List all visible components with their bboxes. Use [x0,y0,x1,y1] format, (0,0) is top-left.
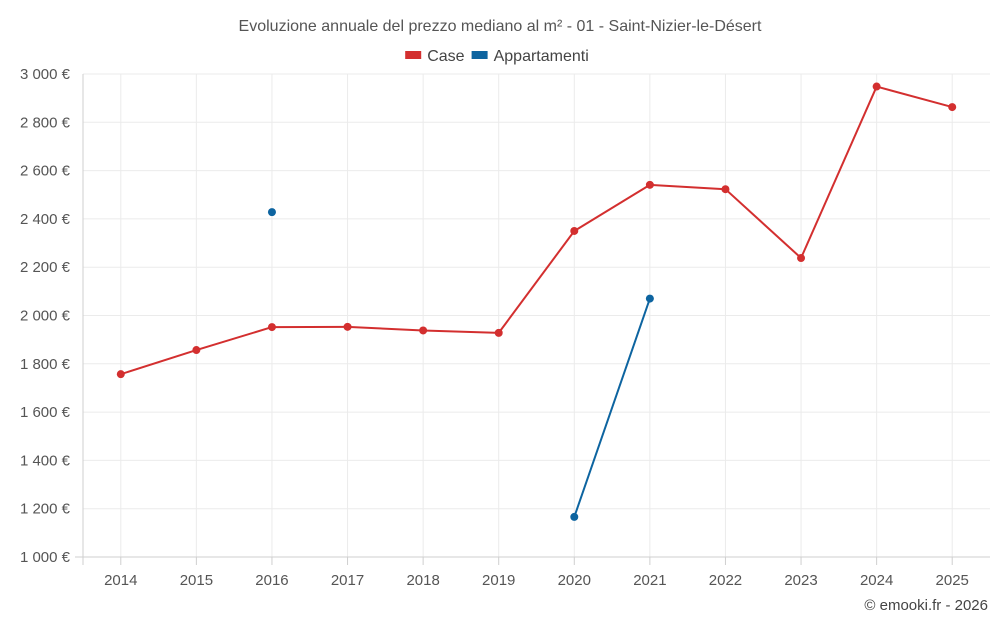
data-point [267,208,276,217]
x-tick-label: 2024 [860,572,893,589]
series-line-segment [800,86,878,259]
data-point [494,328,503,337]
x-tick-label: 2015 [180,572,213,589]
data-point [192,346,201,355]
gridlines [83,73,990,557]
data-point [797,254,806,263]
x-tick-label: 2020 [558,572,591,589]
series-line-segment [423,329,499,334]
data-point [645,180,654,189]
series-line-segment [573,183,651,232]
y-tick-label: 3 000 € [20,66,71,83]
legend-label: Appartamenti [494,48,589,65]
series-line-segment [876,85,953,109]
series-line-segment [120,349,197,376]
x-tick-label: 2017 [331,572,364,589]
x-tick-label: 2021 [633,572,666,589]
data-point [570,512,579,521]
data-point [948,103,957,112]
legend-item-appartamenti: Appartamenti [471,48,589,65]
legend-label: Case [427,48,464,65]
y-tick-label: 1 200 € [20,501,71,518]
y-tick-label: 1 600 € [20,404,71,421]
series-layer [116,82,957,521]
data-point [267,323,276,332]
x-tick-label: 2018 [406,572,439,589]
legend-item-case: Case [405,48,465,65]
data-point [419,326,428,335]
legend-swatch [405,51,422,59]
chart-title: Evoluzione annuale del prezzo mediano al… [239,18,762,35]
series-line-segment [724,188,802,259]
series-line-segment [573,298,651,518]
legend: Case Appartamenti [405,48,589,65]
credit-text: © emooki.fr - 2026 [864,597,988,614]
y-tick-label: 2 800 € [20,114,71,131]
legend-swatch [471,51,488,59]
series-line-segment [347,325,424,332]
series-appartamenti [267,208,654,521]
series-line-segment [649,183,726,191]
data-point [570,226,579,235]
x-tick-label: 2022 [709,572,742,589]
data-point [645,294,654,303]
y-tick-label: 2 000 € [20,308,71,325]
x-tick-label: 2014 [104,572,137,589]
data-point [343,322,352,331]
y-tick-label: 1 400 € [20,452,71,469]
x-tick-label: 2016 [255,572,288,589]
y-tick-label: 2 400 € [20,211,71,228]
y-tick-label: 1 800 € [20,356,71,373]
x-axis: 2014 2015 2016 2017 2018 2019 2020 2021 2022 2023… [75,556,990,589]
y-tick-label: 2 600 € [20,163,71,180]
y-tick-label: 1 000 € [20,549,71,566]
x-tick-label: 2019 [482,572,515,589]
y-axis: 1 000 € 1 200 € 1 400 € 1 600 € 1 800 € 2 000… [20,66,84,566]
y-tick-label: 2 200 € [20,259,71,276]
data-point [721,185,730,194]
data-point [116,370,125,379]
data-point [872,82,881,91]
series-case [116,82,957,379]
series-line-segment [497,230,576,334]
x-tick-label: 2023 [784,572,817,589]
series-line-segment [196,326,273,351]
x-tick-label: 2025 [936,572,969,589]
